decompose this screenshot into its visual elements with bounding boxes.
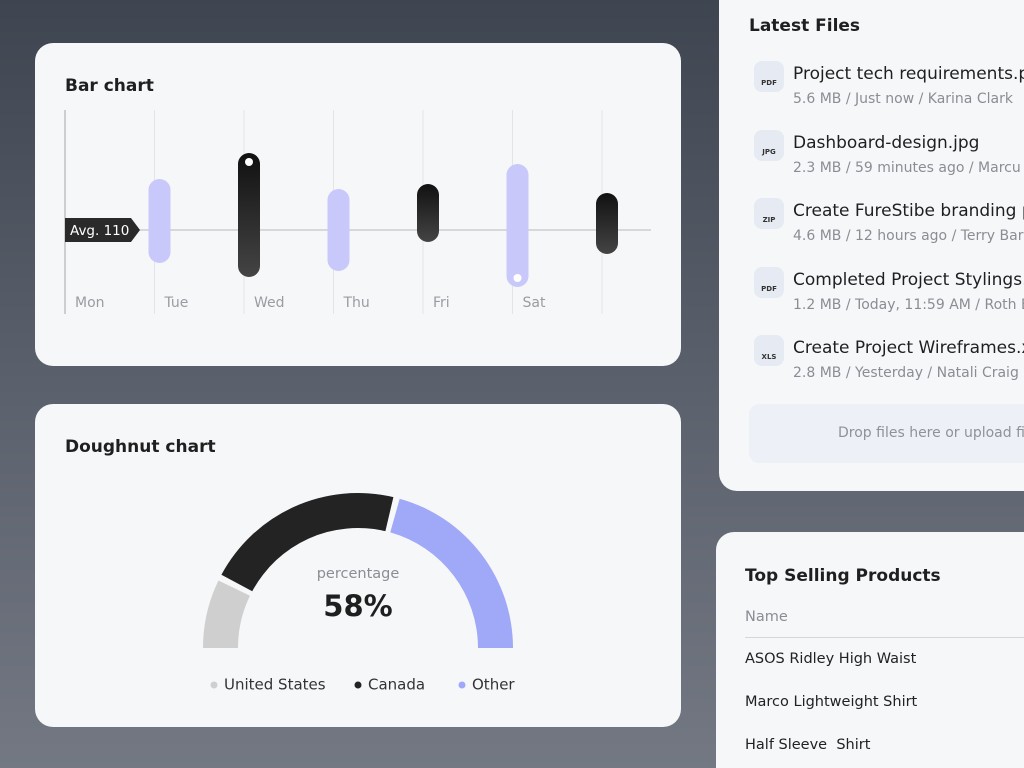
files-card: Latest Files Drop files here or upload f…	[719, 0, 1024, 491]
doughnut-chart: Doughnut chart percentage 58% United State…	[65, 437, 515, 694]
file-name: Completed Project Stylings.p	[793, 269, 1024, 290]
range-bar	[506, 164, 529, 287]
range-bar	[238, 153, 260, 277]
bar-card: Bar chart Mon Tue Wed Thu Fri Sat Avg. 110	[35, 43, 681, 366]
center-value: 58%	[323, 589, 392, 623]
doughnut-segment	[390, 498, 513, 648]
product-name: ASOS Ridley High Waist	[745, 651, 917, 667]
bar-chart: Bar chart Mon Tue Wed Thu Fri Sat Avg. 110	[64, 76, 651, 314]
file-item[interactable]: ZIP Create FureStibe branding p 4.6 MB / 1…	[749, 198, 1024, 248]
file-item[interactable]: JPG Dashboard-design.jpg 2.3 MB / 59 minut…	[749, 129, 1024, 180]
drop-zone[interactable]: Drop files here or upload fi	[749, 404, 1024, 463]
file-meta: 2.8 MB / Yesterday / Natali Craig	[793, 365, 1019, 381]
doughnut-segment	[221, 493, 394, 592]
file-name: Create FureStibe branding p	[793, 201, 1024, 221]
file-item[interactable]: PDF Project tech requirements.pd 5.6 MB / …	[749, 61, 1024, 111]
range-bar	[596, 193, 618, 254]
header-divider	[745, 637, 1024, 638]
legend-dot	[458, 681, 466, 689]
file-icon: XLS	[754, 335, 784, 366]
x-tick-label: Tue	[164, 295, 189, 311]
products-card: Top Selling Products Name ASOS Ridley Hi…	[716, 532, 1024, 768]
avg-tag	[65, 218, 140, 242]
range-bar	[327, 189, 350, 271]
file-meta: 2.3 MB / 59 minutes ago / Marcu	[793, 159, 1021, 176]
chart-title: Bar chart	[65, 76, 154, 96]
file-icon: PDF	[754, 61, 784, 92]
file-name: Dashboard-design.jpg	[793, 132, 980, 153]
legend-dot	[210, 681, 218, 689]
products-title: Top Selling Products	[745, 566, 941, 586]
bar-marker	[245, 158, 253, 166]
legend-label: Other	[472, 676, 515, 694]
file-icon: PDF	[754, 266, 784, 298]
x-tick-label: Wed	[254, 295, 285, 311]
column-header: Name	[745, 609, 788, 625]
file-icon: JPG	[754, 129, 784, 161]
legend-label: Canada	[368, 676, 425, 694]
file-icon: ZIP	[754, 198, 784, 229]
file-item[interactable]: PDF Completed Project Stylings.p 1.2 MB / …	[749, 266, 1024, 317]
legend-dot	[354, 681, 362, 689]
drop-text: Drop files here or upload fi	[838, 425, 1024, 441]
file-name: Create Project Wireframes.x	[793, 338, 1024, 358]
x-tick-label: Mon	[75, 295, 105, 311]
range-bar	[417, 184, 439, 242]
legend-label: United States	[224, 676, 326, 694]
range-bar	[148, 179, 171, 263]
file-meta: 1.2 MB / Today, 11:59 AM / Roth B	[793, 296, 1024, 313]
file-meta: 4.6 MB / 12 hours ago / Terry Bar	[793, 228, 1024, 244]
product-name: Half Sleeve Shirt	[745, 737, 871, 753]
bar-marker	[513, 274, 522, 282]
doughnut-card: Doughnut chart percentage 58% United State…	[35, 404, 681, 727]
x-tick-label: Thu	[343, 295, 370, 311]
file-item[interactable]: XLS Create Project Wireframes.x 2.8 MB / Y…	[749, 335, 1024, 385]
file-name: Project tech requirements.pd	[793, 64, 1024, 84]
chart-title: Doughnut chart	[65, 437, 216, 457]
avg-label: Avg. 110	[70, 223, 129, 239]
doughnut-segment	[203, 580, 250, 648]
x-tick-label: Sat	[523, 295, 546, 311]
product-name: Marco Lightweight Shirt	[745, 694, 918, 710]
x-tick-label: Fri	[433, 295, 450, 311]
files-title: Latest Files	[749, 16, 861, 36]
file-meta: 5.6 MB / Just now / Karina Clark	[793, 91, 1013, 107]
center-label: percentage	[317, 566, 400, 582]
